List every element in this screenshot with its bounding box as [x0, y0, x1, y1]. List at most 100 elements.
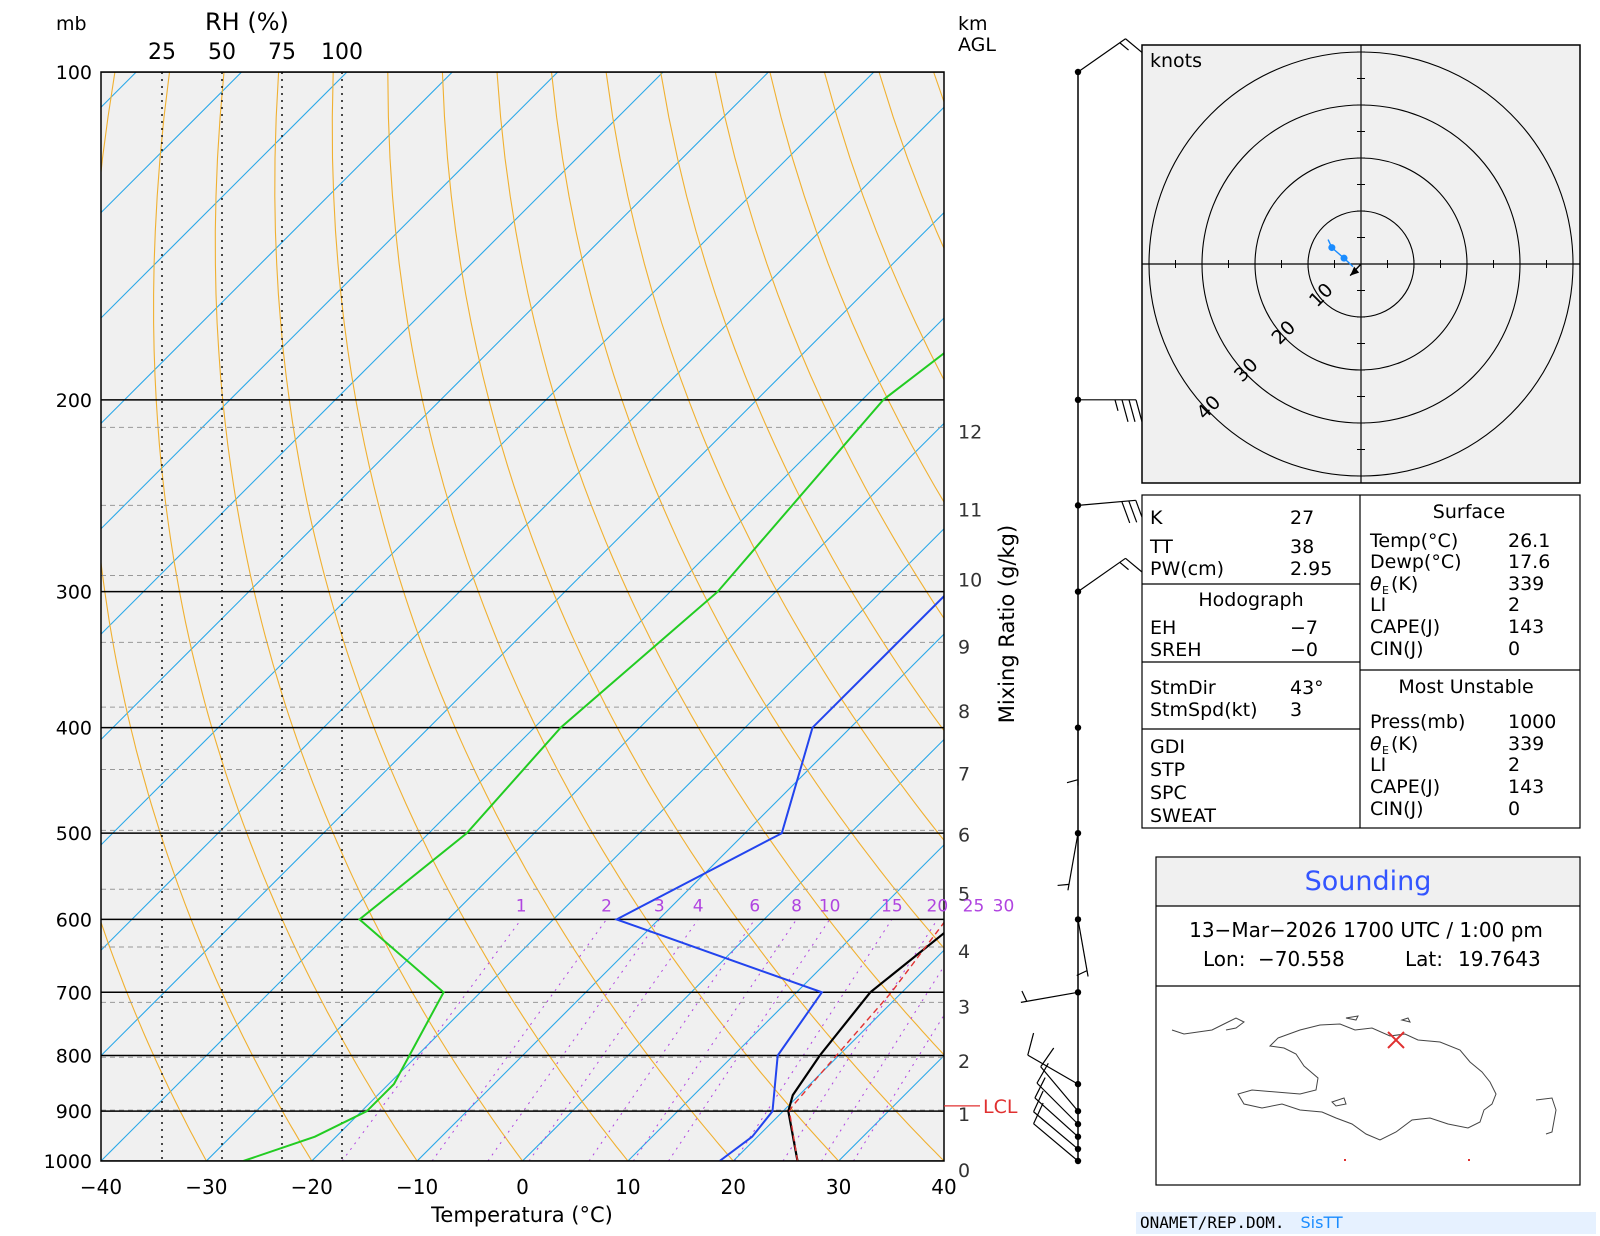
hispaniola-coastline — [1237, 1023, 1497, 1141]
relative_humidity-profile — [242, 352, 944, 1161]
surface-cape-value: 143 — [1508, 616, 1544, 638]
rh-tick-100: 100 — [321, 40, 363, 65]
mixing-ratio-tick-30: 30 — [993, 896, 1015, 916]
surface-theta-value: 339 — [1508, 573, 1544, 595]
height-tick-4: 4 — [958, 941, 970, 963]
pressure-tick-900: 900 — [56, 1101, 92, 1123]
pressure-tick-labels: 100 200 300 400 500 600 700 800 900 1000 — [44, 62, 92, 1173]
eh-value: −7 — [1290, 617, 1318, 639]
height-tick-7: 7 — [958, 763, 970, 785]
wind-barb-1000 — [1033, 1102, 1082, 1165]
dry-adiabat-line — [331, 72, 734, 1161]
hodograph-trace-point — [1340, 254, 1348, 262]
gdi-label: GDI — [1150, 736, 1185, 758]
x-axis-title: Temperatura (°C) — [430, 1203, 613, 1227]
height-tick-1: 1 — [958, 1104, 970, 1126]
height-unit-agl: AGL — [958, 34, 996, 56]
cuba-coastline — [1171, 1017, 1245, 1035]
isotherm-line — [101, 72, 664, 635]
isotherm-line — [101, 72, 875, 846]
sounding-info-panel: Sounding 13−Mar−2026 1700 UTC / 1:00 pm … — [1155, 856, 1581, 1186]
height-unit-km: km — [958, 13, 988, 35]
puerto-rico-coastline — [1535, 1097, 1557, 1135]
rh-axis-label: RH (%) — [205, 8, 289, 36]
wind-barb-500 — [1057, 829, 1082, 891]
height-tick-10: 10 — [958, 570, 982, 592]
height-tick-9: 9 — [958, 636, 970, 658]
mixing-ratio-tick-10: 10 — [819, 896, 841, 916]
mixing-ratio-line — [528, 919, 699, 1161]
temp-tick-5: 10 — [615, 1175, 640, 1199]
isotherm-line — [101, 72, 348, 319]
mu-theta-symbol: θ — [1370, 733, 1382, 755]
temperature-profile — [787, 931, 944, 1161]
rh-tick-75: 75 — [268, 40, 296, 65]
isotherm-line — [0, 72, 31, 1161]
temp-tick-7: 30 — [826, 1175, 851, 1199]
k-index-value: 27 — [1290, 507, 1314, 529]
isotherm-line — [732, 949, 944, 1161]
hodograph-trace-line — [1327, 239, 1354, 268]
surface-li-label: LI — [1370, 594, 1386, 616]
hodograph-trace-point — [1328, 244, 1336, 252]
pressure-unit-label: mb — [56, 13, 87, 35]
pressure-tick-800: 800 — [56, 1045, 92, 1067]
temp-tick-0: −40 — [80, 1175, 122, 1199]
lcl-marker: LCL — [944, 1096, 1018, 1118]
mixing-ratio-line — [431, 919, 607, 1161]
dry-adiabat-line — [274, 72, 629, 1161]
height-tick-6: 6 — [958, 824, 970, 846]
isotherm-line — [101, 72, 769, 741]
wind-barb-600 — [1074, 916, 1089, 977]
pressure-tick-600: 600 — [56, 909, 92, 931]
isotherm-line — [101, 211, 944, 1057]
mu-li-label: LI — [1370, 754, 1386, 776]
surface-dewp-label: Dewp(°C) — [1370, 551, 1462, 573]
surface-cin-value: 0 — [1508, 638, 1520, 660]
pw-label: PW(cm) — [1150, 558, 1224, 580]
tt-index-value: 38 — [1290, 536, 1314, 558]
pressure-tick-300: 300 — [56, 582, 92, 604]
mu-theta-subscript: E — [1382, 744, 1389, 757]
sreh-value: −0 — [1290, 639, 1318, 661]
location-map — [1171, 1015, 1557, 1141]
mixing-ratio-tick-6: 6 — [749, 896, 760, 916]
wind-barb-100 — [1074, 38, 1144, 76]
mixing-ratio-tick-15: 15 — [881, 896, 903, 916]
dry-adiabat-line — [387, 72, 840, 1161]
sreh-label: SREH — [1150, 639, 1202, 661]
k-index-label: K — [1150, 507, 1163, 529]
mixing-ratio-tick-8: 8 — [791, 896, 802, 916]
mixing-ratio-tick-1: 1 — [516, 896, 527, 916]
pw-value: 2.95 — [1290, 558, 1332, 580]
plot-frame — [100, 71, 945, 1162]
plot-background — [101, 72, 944, 1161]
height-tick-11: 11 — [958, 499, 982, 521]
lat-label: Lat: — [1405, 947, 1443, 971]
hodograph-trace — [1327, 239, 1362, 277]
mixing-ratio-tick-2: 2 — [601, 896, 612, 916]
wind-barb-950 — [1034, 1077, 1082, 1140]
footer-bar: ONAMET/REP.DOM. SisTT — [1136, 1212, 1596, 1234]
surface-temp-label: Temp(°C) — [1369, 530, 1458, 552]
surface-cape-label: CAPE(J) — [1370, 616, 1440, 638]
mixing-ratio-tick-3: 3 — [654, 896, 665, 916]
temp-tick-4: 0 — [516, 1175, 529, 1199]
sounding-title: Sounding — [1305, 866, 1432, 897]
surface-theta-symbol: θ — [1370, 573, 1382, 595]
sounding-frame — [1155, 856, 1581, 1186]
stmdir-label: StmDir — [1150, 677, 1216, 699]
lon-label: Lon: — [1203, 947, 1245, 971]
dry-adiabat-line — [101, 72, 313, 1161]
height-tick-2: 2 — [958, 1051, 970, 1073]
pressure-tick-1000: 1000 — [44, 1151, 92, 1173]
mixing-ratio-line — [487, 919, 660, 1161]
isotherm-line — [627, 844, 944, 1161]
profiles — [242, 352, 944, 1161]
isotherm-line — [101, 72, 559, 530]
wind-barb-300 — [1074, 557, 1144, 595]
pressure-tick-100: 100 — [56, 62, 92, 84]
mixing-ratio-tick-4: 4 — [693, 896, 704, 916]
isotherm-line — [205, 422, 944, 1161]
